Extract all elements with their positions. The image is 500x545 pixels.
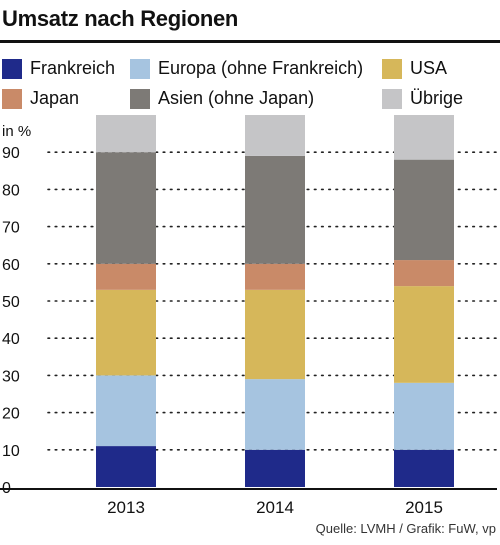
legend-swatch-usa: [382, 58, 402, 79]
bar-segment-2014-übrige: [245, 115, 305, 156]
bar-segment-2014-frankreich: [245, 449, 305, 487]
y-tick-label-40: 40: [2, 331, 20, 348]
bar-segment-2013-europa: [96, 375, 156, 447]
legend-item-uebrige: Übrige: [382, 88, 463, 109]
legend-swatch-uebrige: [382, 88, 402, 109]
bar-segment-2014-europa: [245, 379, 305, 450]
legend-item-frankreich: Frankreich: [2, 58, 115, 79]
bar-segment-2015-usa: [394, 286, 454, 383]
legend-item-asien: Asien (ohne Japan): [130, 88, 314, 109]
y-tick-label-80: 80: [2, 182, 20, 199]
legend-label-asien: Asien (ohne Japan): [158, 88, 315, 108]
bar-segment-2013-übrige: [96, 115, 156, 153]
bar-segment-2013-japan: [96, 263, 156, 290]
bar-segment-2015-übrige: [394, 115, 454, 160]
legend-swatch-asien: [130, 88, 150, 109]
bar-segment-2013-usa: [96, 289, 156, 376]
bar-segment-2013-frankreich: [96, 446, 156, 487]
legend-label-frankreich: Frankreich: [30, 58, 116, 78]
bar-segment-2015-frankreich: [394, 449, 454, 487]
y-tick-label-60: 60: [2, 257, 20, 274]
x-tick-label-2013: 2013: [107, 498, 145, 517]
title-rule: [0, 40, 500, 43]
legend-label-usa: USA: [410, 58, 448, 78]
y-tick-label-20: 20: [2, 406, 20, 423]
y-tick-label-30: 30: [2, 368, 20, 385]
bar-segment-2015-japan: [394, 260, 454, 287]
x-tick-label-2014: 2014: [256, 498, 294, 517]
legend-swatch-frankreich: [2, 58, 22, 79]
legend-label-uebrige: Übrige: [410, 88, 464, 108]
bar-segment-2015-europa: [394, 382, 454, 450]
chart-title: Umsatz nach Regionen: [2, 6, 239, 31]
y-axis-label: in %: [2, 123, 31, 140]
source-credit: Quelle: LVMH / Grafik: FuW, vp: [315, 521, 496, 536]
bar-segment-2014-usa: [245, 289, 305, 380]
legend-item-usa: USA: [382, 58, 447, 79]
bar-segment-2013-asien: [96, 152, 156, 264]
bar-segment-2014-japan: [245, 263, 305, 290]
y-tick-label-70: 70: [2, 220, 20, 237]
legend-swatch-europa: [130, 58, 150, 79]
legend-swatch-japan: [2, 88, 22, 109]
x-tick-label-2015: 2015: [405, 498, 443, 517]
bar-segment-2015-asien: [394, 159, 454, 261]
y-tick-label-50: 50: [2, 294, 20, 311]
bar-segment-2014-asien: [245, 155, 305, 264]
y-tick-label-10: 10: [2, 443, 20, 460]
legend-label-europa: Europa (ohne Frankreich): [158, 58, 364, 78]
y-tick-label-90: 90: [2, 145, 20, 162]
legend-item-japan: Japan: [2, 88, 79, 109]
legend-item-europa: Europa (ohne Frankreich): [130, 58, 363, 79]
legend-label-japan: Japan: [30, 88, 80, 108]
